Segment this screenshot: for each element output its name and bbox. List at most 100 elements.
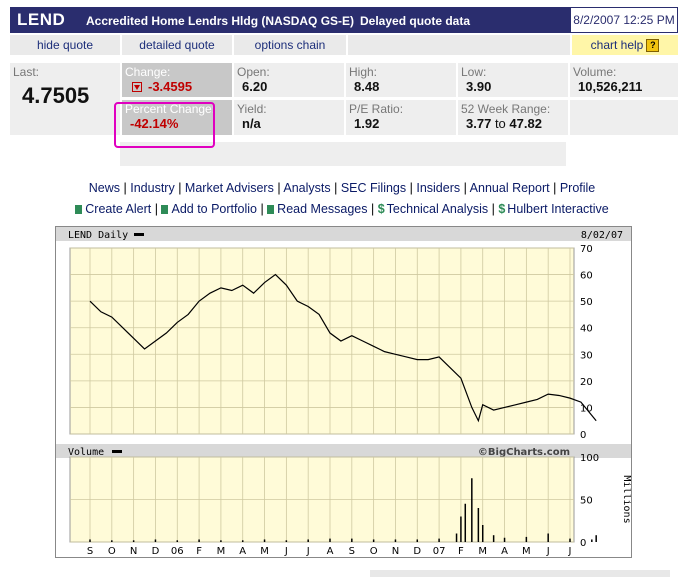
company-name: Accredited Home Lendrs Hldg (NASDAQ GS-E… (86, 14, 355, 28)
options-chain-link[interactable]: options chain (234, 35, 346, 55)
change-value: -3.4595 (148, 79, 193, 94)
nav-industry[interactable]: Industry (130, 181, 175, 195)
nav-market-advisers[interactable]: Market Advisers (184, 181, 274, 195)
x-tick-label: O (108, 546, 116, 557)
range-to: to (494, 116, 506, 131)
x-tick-label: M (260, 546, 269, 557)
bottom-scroll-strip (370, 570, 670, 577)
nav-analysts[interactable]: Analysts (283, 181, 331, 195)
detailed-quote-link[interactable]: detailed quote (122, 35, 232, 55)
x-tick-label: 06 (171, 546, 184, 557)
chart-help-label: chart help (590, 38, 644, 52)
chart-title: LEND Daily (68, 230, 128, 241)
nav-create-alert[interactable]: Create Alert (85, 202, 152, 216)
last-price: 4.7505 (22, 83, 90, 108)
open-cell: Open: 6.20 (234, 63, 344, 97)
nav-row-1: News | Industry | Market Advisers | Anal… (88, 181, 596, 195)
open-value: 6.20 (242, 79, 268, 94)
low-label: Low: (461, 65, 487, 79)
hide-quote-link[interactable]: hide quote (10, 35, 120, 55)
volume-ylabel: Millions (621, 475, 631, 523)
price-tick-label: 20 (580, 377, 593, 388)
pe-label: P/E Ratio: (349, 102, 404, 116)
nav-profile[interactable]: Profile (559, 181, 596, 195)
chart-footer: ©BigCharts.com (478, 447, 570, 458)
range-label: 52 Week Range: (461, 102, 551, 116)
messages-icon (267, 205, 275, 215)
high-value: 8.48 (354, 79, 380, 94)
volume-title-strip (56, 444, 631, 458)
yield-cell: Yield: n/a (234, 100, 344, 135)
x-tick-label: S (349, 546, 355, 557)
quote-datetime: 8/2/2007 12:25 PM (570, 7, 678, 33)
nav-read-messages[interactable]: Read Messages (277, 202, 368, 216)
highlight-box (114, 102, 215, 148)
x-tick-label: A (239, 546, 246, 557)
nav-add-to-portfolio[interactable]: Add to Portfolio (171, 202, 257, 216)
link-row-spacer (348, 35, 570, 55)
high-cell: High: 8.48 (346, 63, 456, 97)
yield-value: n/a (242, 116, 261, 131)
yield-label: Yield: (237, 102, 267, 116)
help-icon: ? (646, 39, 660, 53)
x-tick-label: M (478, 546, 487, 557)
ticker-symbol: LEND (17, 10, 66, 29)
high-label: High: (349, 65, 378, 79)
volume-label: Volume: (573, 65, 617, 79)
range-high: 47.82 (509, 116, 542, 131)
volume-tick-label: 100 (580, 453, 599, 464)
x-tick-label: 07 (433, 546, 446, 557)
nav-hulbert-interactive[interactable]: Hulbert Interactive (507, 202, 609, 216)
change-cell: Change: -3.4595 (122, 63, 232, 97)
price-tick-label: 60 (580, 271, 593, 282)
range-value: 3.77 to 47.82 (466, 116, 542, 131)
range-cell: 52 Week Range: 3.77 to 47.82 (458, 100, 568, 135)
volume-tick-label: 50 (580, 496, 593, 507)
chart-title-strip (56, 227, 631, 241)
x-tick-label: M (522, 546, 531, 557)
x-tick-label: N (392, 546, 399, 557)
pe-value: 1.92 (354, 116, 380, 131)
x-tick-label: J (306, 546, 310, 557)
x-tick-label: J (568, 546, 572, 557)
nav-annual-report[interactable]: Annual Report (469, 181, 550, 195)
volume-cell: Volume: 10,526,211 (570, 63, 678, 97)
quote-header: LEND Accredited Home Lendrs Hldg (NASDAQ… (10, 7, 570, 33)
chart-date-label: 8/02/07 (581, 230, 623, 241)
delay-notice: Delayed quote data (360, 14, 471, 28)
x-tick-label: N (130, 546, 137, 557)
nav-sec-filings[interactable]: SEC Filings (340, 181, 407, 195)
x-tick-label: M (217, 546, 226, 557)
down-arrow-icon (132, 82, 142, 92)
percent-change-label: Percent Change: (125, 102, 216, 116)
stock-chart[interactable]: LEND Daily 8/02/07 0 10 20 30 40 50 60 70 Volume ©B… (55, 226, 632, 558)
price-tick-label: 40 (580, 324, 593, 335)
dollar-icon: $ (498, 202, 506, 216)
empty-cell (570, 100, 678, 135)
open-label: Open: (237, 65, 270, 79)
portfolio-icon (161, 205, 169, 215)
chart-help-link[interactable]: chart help? (572, 35, 678, 55)
pe-cell: P/E Ratio: 1.92 (346, 100, 456, 135)
last-price-cell: Last: 4.7505 (10, 63, 120, 135)
nav-news[interactable]: News (88, 181, 121, 195)
x-tick-label: D (413, 546, 421, 557)
price-tick-label: 30 (580, 350, 593, 361)
nav-technical-analysis[interactable]: Technical Analysis (386, 202, 489, 216)
x-tick-label: S (87, 546, 93, 557)
price-tick-label: 50 (580, 297, 593, 308)
x-tick-label: F (196, 546, 202, 557)
x-tick-label: D (152, 546, 160, 557)
volume-title: Volume (68, 447, 104, 458)
legend-volume-swatch (112, 450, 122, 453)
legend-price-swatch (134, 233, 144, 236)
nav-insiders[interactable]: Insiders (416, 181, 461, 195)
x-tick-label: A (327, 546, 334, 557)
price-panel (69, 247, 575, 435)
x-tick-label: A (501, 546, 508, 557)
x-tick-label: J (284, 546, 288, 557)
low-cell: Low: 3.90 (458, 63, 568, 97)
last-label: Last: (13, 65, 40, 79)
percent-change-value: -42.14% (130, 116, 179, 131)
